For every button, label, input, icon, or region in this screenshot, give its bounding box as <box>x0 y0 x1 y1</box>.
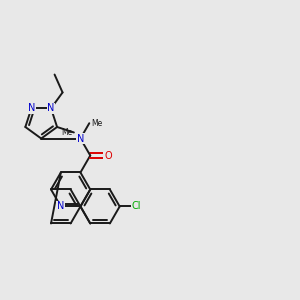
Text: N: N <box>57 202 64 212</box>
Text: Me: Me <box>91 119 102 128</box>
Text: N: N <box>77 134 84 143</box>
Text: N: N <box>28 103 35 113</box>
Text: N: N <box>47 103 55 113</box>
Text: O: O <box>104 151 112 160</box>
Text: Me: Me <box>61 128 72 137</box>
Text: Cl: Cl <box>132 202 141 212</box>
